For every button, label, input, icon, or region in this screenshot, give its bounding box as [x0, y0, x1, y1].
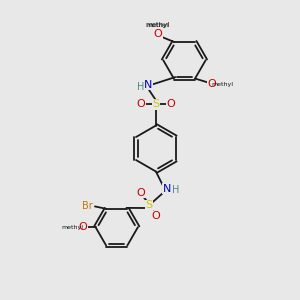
Text: N: N: [163, 184, 171, 194]
Text: O: O: [151, 211, 160, 221]
Text: Br: Br: [82, 201, 93, 211]
Text: methyl: methyl: [61, 225, 83, 230]
Text: O: O: [78, 222, 87, 232]
Text: H: H: [136, 82, 144, 92]
Text: O: O: [136, 188, 145, 198]
Text: N: N: [144, 80, 153, 90]
Text: methyl: methyl: [146, 23, 168, 28]
Text: O: O: [208, 80, 216, 89]
Text: H: H: [172, 185, 179, 195]
Text: methyl: methyl: [145, 22, 169, 28]
Text: S: S: [152, 99, 160, 110]
Text: O: O: [166, 99, 175, 110]
Text: O: O: [137, 99, 146, 110]
Text: S: S: [146, 200, 153, 210]
Text: methyl: methyl: [212, 82, 233, 87]
Text: O: O: [154, 29, 162, 39]
